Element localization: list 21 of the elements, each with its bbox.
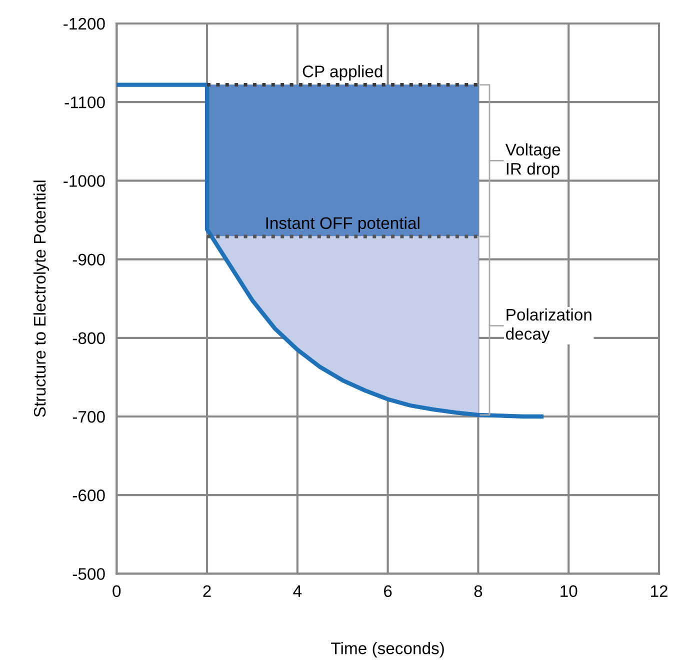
y-tick-label: -600: [72, 490, 105, 502]
annotation: CP applied: [302, 65, 382, 81]
y-tick-label: -1100: [64, 96, 105, 108]
x-tick-label: 10: [560, 585, 578, 598]
annotation: Polarization decay: [506, 308, 592, 344]
x-tick-label: 0: [112, 585, 121, 598]
y-tick-label: -700: [72, 410, 105, 423]
y-tick-label: -900: [72, 254, 105, 266]
x-tick-label: 4: [293, 585, 302, 597]
x-axis-title: Time (seconds): [331, 642, 444, 658]
x-tick-label: 2: [203, 585, 211, 597]
y-tick-label: -500: [72, 568, 105, 580]
x-tick-label: 12: [651, 585, 668, 597]
x-tick-label: 6: [384, 585, 392, 598]
y-tick-label: -1000: [64, 175, 105, 187]
x-tick-label: 8: [474, 585, 482, 598]
y-axis-title: Structure to Electrolyte Potential: [33, 180, 49, 417]
annotation: Voltage IR drop: [505, 143, 560, 178]
y-tick-label: -1200: [64, 18, 105, 30]
annotation: Instant OFF potential: [266, 216, 420, 232]
y-tick-label: -800: [72, 332, 105, 344]
